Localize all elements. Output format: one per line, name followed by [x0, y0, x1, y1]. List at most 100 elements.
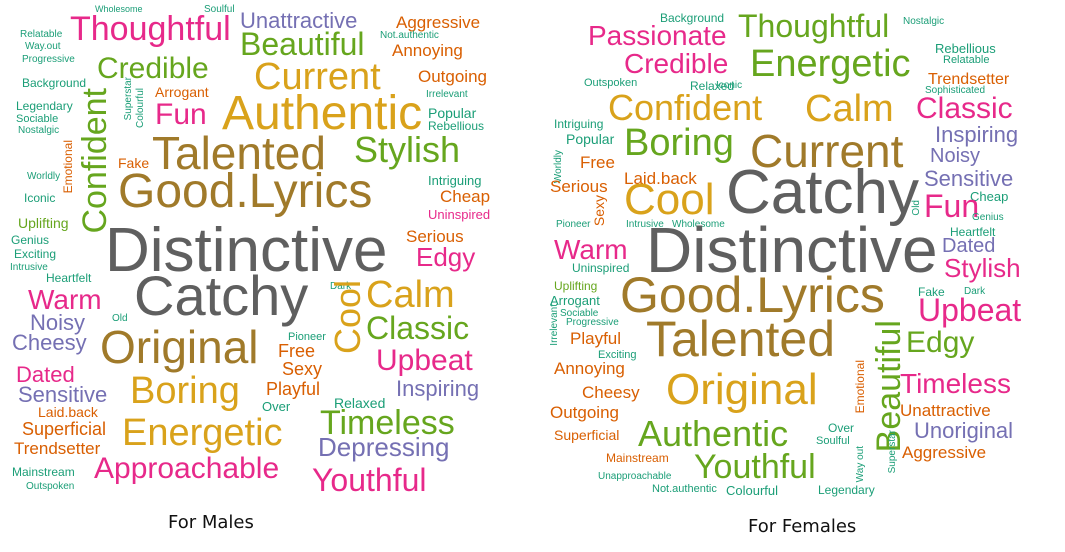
male-word-popular: Popular — [428, 105, 477, 121]
female-word-passionate: Passionate — [588, 20, 727, 51]
female-word-fake: Fake — [918, 285, 945, 299]
male-word-laid-back: Laid.back — [38, 404, 98, 420]
female-word-outspoken: Outspoken — [584, 77, 638, 89]
male-word-annoying: Annoying — [392, 41, 463, 60]
male-word-not-authentic: Not.authentic — [380, 30, 439, 41]
female-word-intrusive: Intrusive — [626, 219, 664, 230]
male-word-beautiful: Beautiful — [240, 26, 365, 62]
female-word-sociable: Sociable — [560, 308, 599, 319]
male-word-pioneer: Pioneer — [288, 331, 326, 343]
female-word-uplifting: Uplifting — [554, 279, 598, 293]
female-word-stylish: Stylish — [944, 253, 1021, 283]
male-word-talented: Talented — [152, 127, 326, 179]
female-word-boring: Boring — [624, 122, 734, 164]
female-word-authentic: Authentic — [638, 413, 789, 454]
male-word-cheesy: Cheesy — [12, 330, 87, 355]
male-word-thoughtful: Thoughtful — [70, 10, 231, 48]
male-word-superstar: Superstar — [123, 77, 134, 121]
male-word-genius: Genius — [11, 233, 50, 247]
male-word-background: Background — [22, 76, 87, 90]
male-word-wholesome: Wholesome — [95, 4, 143, 14]
female-word-current: Current — [750, 125, 904, 177]
male-word-current: Current — [254, 56, 381, 98]
female-word-arrogant: Arrogant — [550, 293, 600, 308]
female-word-outgoing: Outgoing — [550, 403, 619, 422]
female-word-pioneer: Pioneer — [556, 219, 591, 230]
male-word-sexy: Sexy — [282, 359, 323, 379]
female-word-legendary: Legendary — [818, 483, 875, 497]
female-word-relatable: Relatable — [943, 54, 990, 66]
female-word-rebellious: Rebellious — [935, 41, 996, 56]
female-word-popular: Popular — [566, 131, 615, 147]
female-word-laid-back: Laid.back — [624, 169, 697, 188]
male-word-distinctive: Distinctive — [105, 216, 388, 285]
male-word-heartfelt: Heartfelt — [46, 271, 92, 285]
female-word-relaxed: Relaxed — [690, 79, 735, 93]
male-word-relaxed: Relaxed — [334, 395, 386, 411]
female-word-distinctive: Distinctive — [646, 214, 938, 286]
male-word-emotional: Emotional — [61, 140, 75, 194]
female-word-dark: Dark — [964, 286, 986, 297]
female-word-catchy: Catchy — [726, 158, 919, 227]
male-word-sociable: Sociable — [16, 113, 59, 125]
male-word-dark: Dark — [330, 281, 352, 292]
female-word-emotional: Emotional — [853, 360, 867, 414]
male-word-edgy: Edgy — [416, 242, 476, 272]
female-word-sophisticated: Sophisticated — [925, 85, 986, 96]
male-word-dated: Dated — [16, 362, 75, 387]
male-word-irrelevant: Irrelevant — [426, 89, 468, 100]
male-word-energetic: Energetic — [122, 412, 283, 454]
female-word-superstar: Superstar — [887, 430, 898, 474]
female-word-fun: Fun — [924, 188, 980, 224]
female-word-colourful: Colourful — [726, 483, 779, 498]
female-word-cheap: Cheap — [970, 189, 1009, 204]
female-word-soulful: Soulful — [816, 435, 850, 447]
male-word-depressing: Depressing — [318, 432, 450, 462]
female-word-wholesome: Wholesome — [672, 219, 725, 230]
male-word-progressive: Progressive — [22, 54, 75, 65]
male-word-inspiring: Inspiring — [396, 376, 480, 401]
female-word-calm: Calm — [805, 88, 894, 130]
male-word-nostalgic: Nostalgic — [18, 125, 60, 136]
female-word-dated: Dated — [942, 235, 996, 257]
male-word-cool: Cool — [327, 280, 368, 355]
male-word-iconic: Iconic — [24, 191, 56, 205]
male-word-intrusive: Intrusive — [10, 262, 48, 273]
male-word-classic: Classic — [366, 310, 470, 346]
female-word-iconic: Iconic — [716, 80, 743, 91]
female-word-irrelevant: Irrelevant — [549, 304, 560, 346]
female-word-youthful: Youthful — [694, 448, 816, 486]
male-word-fun: Fun — [155, 98, 207, 131]
word-cloud-females: Background Thoughtful Nostalgic Passionate R… — [540, 0, 1065, 500]
male-word-confident: Confident — [76, 88, 114, 234]
female-word-uninspired: Uninspired — [572, 261, 630, 275]
male-word-boring: Boring — [130, 370, 240, 412]
female-word-annoying: Annoying — [554, 359, 625, 378]
female-word-exciting: Exciting — [598, 349, 637, 361]
male-word-legendary: Legendary — [16, 99, 73, 113]
male-word-outspoken: Outspoken — [26, 481, 75, 492]
male-word-serious: Serious — [406, 227, 464, 246]
male-word-uplifting: Uplifting — [18, 215, 69, 231]
male-word-original: Original — [100, 321, 259, 373]
male-word-fake: Fake — [118, 155, 150, 171]
female-word-confident: Confident — [608, 87, 763, 128]
female-word-way-out: Way out — [855, 446, 866, 483]
male-word-mainstream: Mainstream — [12, 465, 75, 479]
male-word-upbeat: Upbeat — [376, 344, 473, 377]
male-word-catchy: Catchy — [134, 264, 309, 327]
male-word-rebellious: Rebellious — [428, 119, 485, 133]
male-word-good-lyrics: Good.Lyrics — [118, 165, 373, 218]
male-word-unattractive: Unattractive — [240, 8, 358, 33]
female-word-trendsetter: Trendsetter — [928, 71, 1010, 88]
word-cloud-males: Wholesome Soulful Relatable Way.out Progress… — [0, 0, 520, 500]
male-word-credible: Credible — [97, 52, 209, 85]
caption-males: For Males — [168, 512, 254, 533]
male-word-authentic: Authentic — [222, 87, 423, 140]
female-word-background: Background — [660, 11, 725, 25]
female-word-talented: Talented — [646, 311, 836, 367]
male-word-sensitive: Sensitive — [18, 382, 108, 407]
male-word-way-out: Way.out — [25, 41, 61, 52]
female-word-not-authentic: Not.authentic — [652, 483, 717, 495]
female-word-over: Over — [828, 421, 855, 435]
